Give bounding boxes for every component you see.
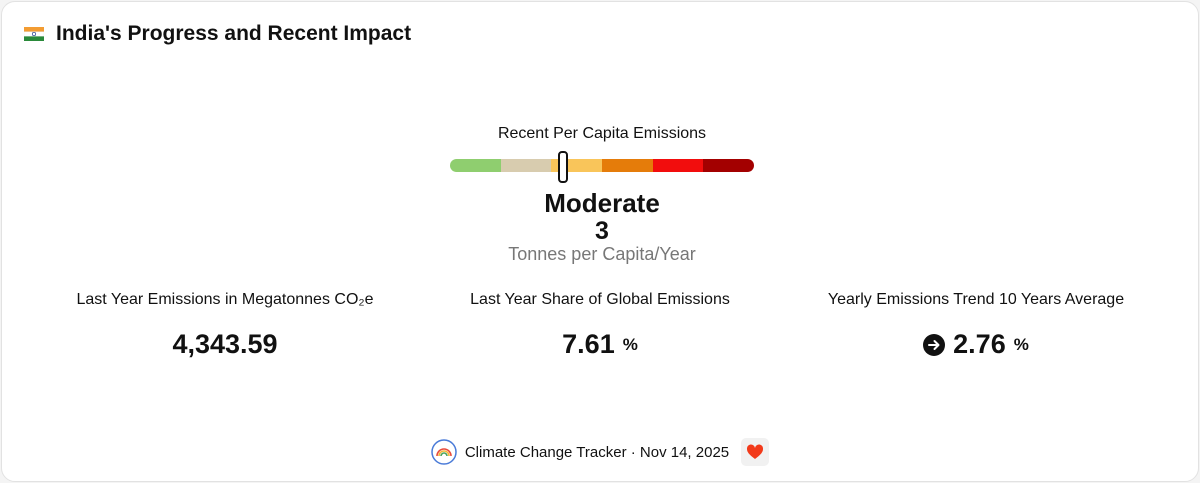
stat-label: Last Year Emissions in Megatonnes CO₂e xyxy=(76,291,374,308)
stat-value: 7.61 xyxy=(562,329,615,359)
trend-icon xyxy=(923,333,946,356)
footer: Climate Change Tracker · Nov 14, 2025 xyxy=(2,438,1198,466)
stat-unit: % xyxy=(1013,334,1029,354)
stat-value: 2.76 xyxy=(953,329,1006,359)
gauge-marker xyxy=(558,151,568,183)
stat-label: Last Year Share of Global Emissions xyxy=(470,291,730,308)
gauge-bar xyxy=(450,159,754,172)
heart-icon xyxy=(747,444,764,459)
gauge-label: Recent Per Capita Emissions xyxy=(497,125,707,142)
stat-unit: % xyxy=(622,334,638,354)
gauge-value: 3 xyxy=(595,217,609,245)
stat: Yearly Emissions Trend 10 Years Average … xyxy=(776,291,1176,360)
stat: Last Year Emissions in Megatonnes CO₂e 4… xyxy=(25,291,425,360)
footer-text: Climate Change Tracker · Nov 14, 2025 xyxy=(464,443,730,461)
logo[interactable] xyxy=(431,439,457,465)
stat: Last Year Share of Global Emissions 7.61… xyxy=(400,291,800,360)
flag-icon xyxy=(24,27,44,41)
title: India's Progress and Recent Impact xyxy=(56,22,412,45)
stat-label: Yearly Emissions Trend 10 Years Average xyxy=(827,291,1125,308)
gauge-unit: Tonnes per Capita/Year xyxy=(508,244,696,264)
gauge-level: Moderate xyxy=(544,188,660,218)
like-button[interactable] xyxy=(741,438,770,466)
stat-value: 4,343.59 xyxy=(172,329,278,359)
